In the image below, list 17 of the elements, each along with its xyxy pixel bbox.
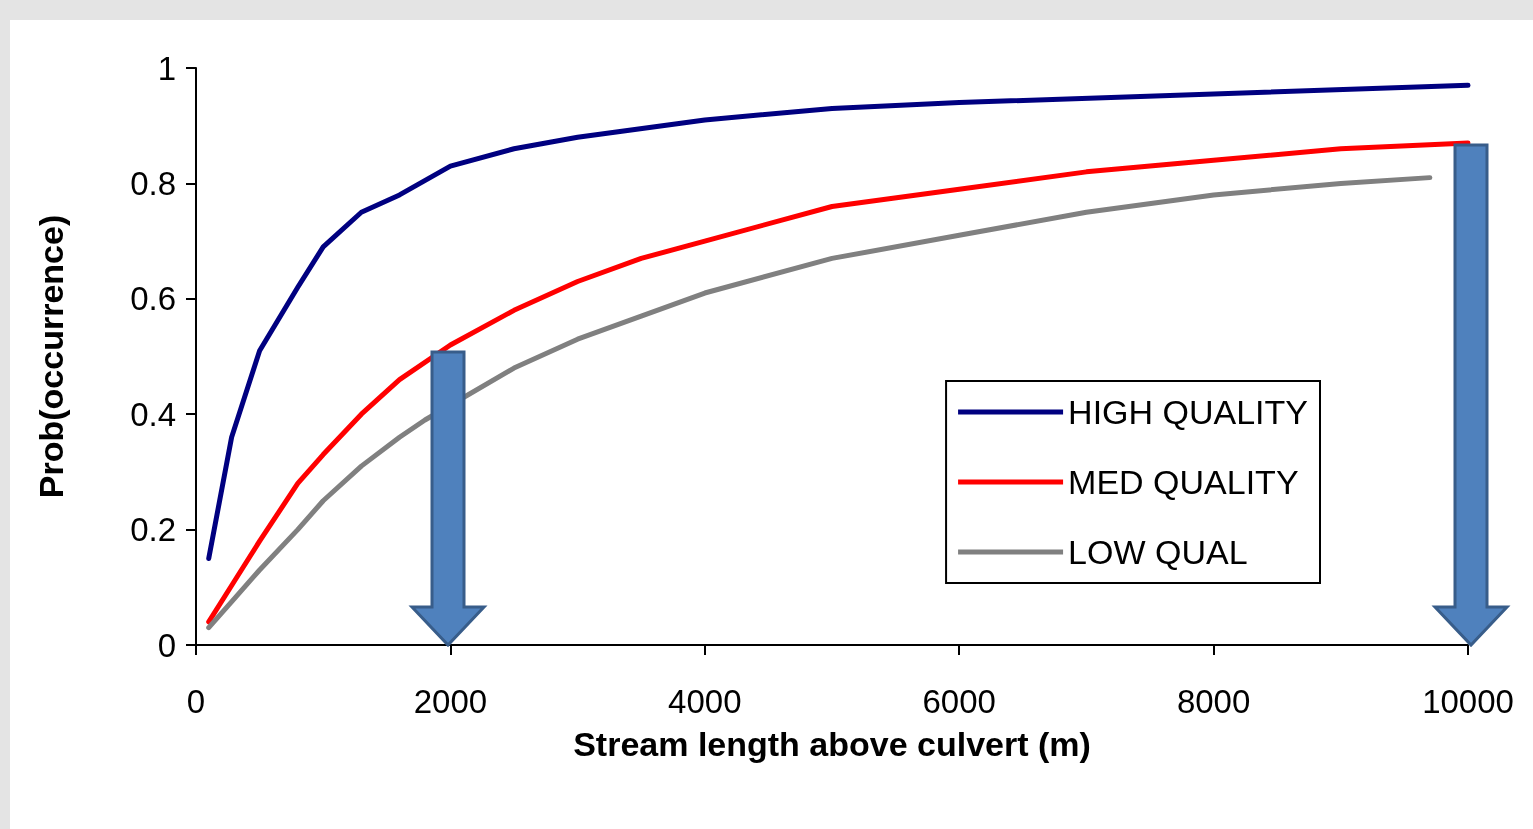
x-tick-label: 10000: [1422, 683, 1514, 720]
x-tick-label: 4000: [668, 683, 742, 720]
y-tick-label: 1: [157, 49, 176, 87]
y-tick-label: 0.4: [130, 395, 176, 433]
y-tick-label: 0: [157, 626, 176, 664]
x-tick-label: 2000: [413, 683, 488, 720]
legend-label: MED QUALITY: [1068, 463, 1299, 501]
x-axis-title: Stream length above culvert (m): [573, 725, 1091, 763]
y-axis-title: Prob(occurrence): [32, 214, 70, 499]
y-tick-label: 0.2: [130, 511, 176, 549]
y-tick-label: 0.8: [130, 164, 176, 202]
legend-label: HIGH QUALITY: [1068, 393, 1309, 431]
x-tick-label: 0: [186, 683, 206, 720]
y-tick-label: 0.6: [130, 280, 176, 318]
x-tick-label: 8000: [1176, 683, 1251, 720]
x-tick-label: 6000: [922, 683, 996, 720]
legend-label: LOW QUAL: [1068, 533, 1248, 571]
